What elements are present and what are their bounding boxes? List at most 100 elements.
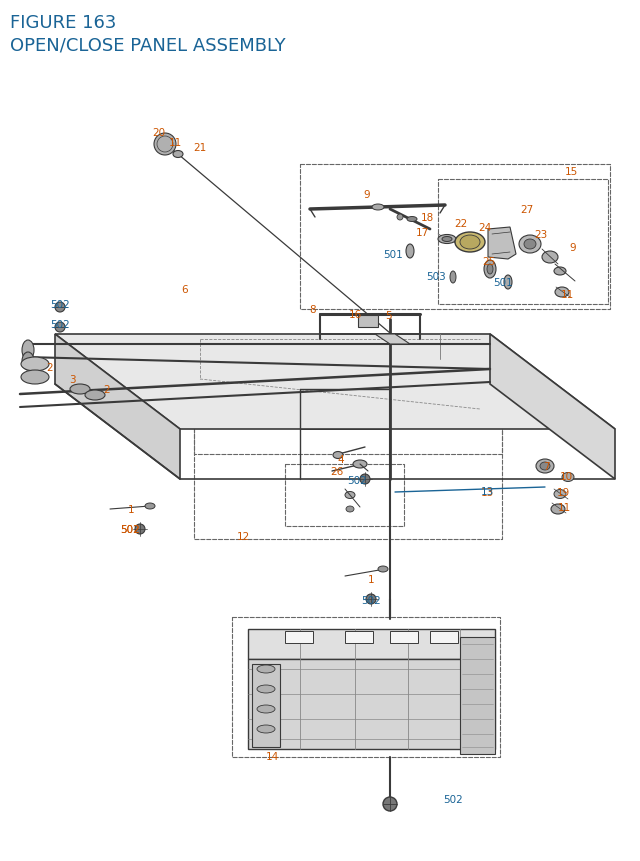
Ellipse shape (22, 353, 34, 370)
Ellipse shape (562, 473, 574, 482)
Text: 501: 501 (493, 278, 513, 288)
Ellipse shape (487, 264, 493, 275)
Polygon shape (390, 631, 418, 643)
Text: 11: 11 (561, 289, 573, 300)
Text: 15: 15 (564, 167, 578, 177)
Polygon shape (252, 664, 280, 747)
Ellipse shape (257, 725, 275, 734)
Ellipse shape (85, 391, 105, 400)
Text: 22: 22 (454, 219, 468, 229)
Ellipse shape (345, 492, 355, 499)
Ellipse shape (257, 705, 275, 713)
Text: 19: 19 (556, 487, 570, 498)
Text: 9: 9 (570, 243, 576, 253)
Ellipse shape (397, 214, 403, 220)
Text: 502: 502 (50, 300, 70, 310)
Text: 502: 502 (361, 595, 381, 605)
Text: 23: 23 (534, 230, 548, 239)
Ellipse shape (504, 276, 512, 289)
Ellipse shape (484, 261, 496, 279)
Text: 3: 3 (68, 375, 76, 385)
Circle shape (55, 303, 65, 313)
Text: 1: 1 (368, 574, 374, 585)
Text: 502: 502 (50, 319, 70, 330)
Ellipse shape (460, 236, 480, 250)
Ellipse shape (450, 272, 456, 283)
Ellipse shape (353, 461, 367, 468)
Ellipse shape (70, 385, 90, 394)
Text: 24: 24 (478, 223, 492, 232)
Polygon shape (430, 631, 458, 643)
Ellipse shape (21, 370, 49, 385)
Text: 503: 503 (426, 272, 446, 282)
Text: 502: 502 (120, 524, 140, 535)
Ellipse shape (536, 460, 554, 474)
Ellipse shape (257, 685, 275, 693)
Ellipse shape (378, 567, 388, 573)
Text: 27: 27 (520, 205, 534, 214)
Text: 11: 11 (168, 138, 182, 148)
Circle shape (360, 474, 370, 485)
Ellipse shape (442, 238, 452, 242)
Ellipse shape (542, 251, 558, 263)
Text: 1: 1 (128, 505, 134, 514)
Ellipse shape (519, 236, 541, 254)
Polygon shape (248, 660, 495, 749)
Text: 10: 10 (559, 472, 573, 481)
Ellipse shape (551, 505, 565, 514)
Text: 2: 2 (104, 385, 110, 394)
Text: 13: 13 (481, 486, 493, 497)
Text: 2: 2 (47, 362, 53, 373)
Text: 6: 6 (182, 285, 188, 294)
Polygon shape (490, 335, 615, 480)
Text: 21: 21 (193, 143, 207, 152)
Text: FIGURE 163: FIGURE 163 (10, 14, 116, 32)
Text: 25: 25 (483, 257, 495, 267)
Circle shape (135, 524, 145, 535)
Ellipse shape (407, 217, 417, 222)
Text: 20: 20 (152, 127, 166, 138)
Polygon shape (375, 335, 410, 344)
Text: 26: 26 (330, 467, 344, 476)
Text: 13: 13 (481, 487, 493, 498)
Ellipse shape (554, 268, 566, 276)
Polygon shape (55, 335, 180, 480)
Ellipse shape (22, 341, 34, 361)
Circle shape (55, 323, 65, 332)
Polygon shape (345, 631, 373, 643)
Text: 502: 502 (120, 524, 140, 535)
Ellipse shape (173, 152, 183, 158)
Text: 502: 502 (443, 794, 463, 804)
Polygon shape (358, 316, 378, 328)
Ellipse shape (555, 288, 569, 298)
Ellipse shape (438, 235, 456, 245)
Polygon shape (285, 631, 313, 643)
Ellipse shape (21, 357, 49, 372)
Text: 9: 9 (364, 189, 371, 200)
Polygon shape (460, 637, 495, 754)
Text: OPEN/CLOSE PANEL ASSEMBLY: OPEN/CLOSE PANEL ASSEMBLY (10, 36, 285, 54)
Text: 7: 7 (543, 461, 549, 472)
Text: 14: 14 (266, 751, 278, 761)
Polygon shape (488, 228, 516, 260)
Ellipse shape (406, 245, 414, 258)
Ellipse shape (524, 239, 536, 250)
Text: 11: 11 (557, 503, 571, 512)
Ellipse shape (372, 205, 384, 211)
Polygon shape (248, 629, 495, 660)
Text: 18: 18 (420, 213, 434, 223)
Text: 502: 502 (347, 475, 367, 486)
Text: 4: 4 (338, 455, 344, 464)
Text: 501: 501 (383, 250, 403, 260)
Circle shape (383, 797, 397, 811)
Polygon shape (55, 335, 615, 430)
Text: 12: 12 (236, 531, 250, 542)
Ellipse shape (455, 232, 485, 253)
Ellipse shape (333, 452, 343, 459)
Ellipse shape (554, 490, 566, 499)
Text: 16: 16 (348, 310, 362, 319)
Text: 5: 5 (385, 311, 391, 320)
Text: 8: 8 (310, 305, 316, 314)
Ellipse shape (346, 506, 354, 512)
Ellipse shape (257, 666, 275, 673)
